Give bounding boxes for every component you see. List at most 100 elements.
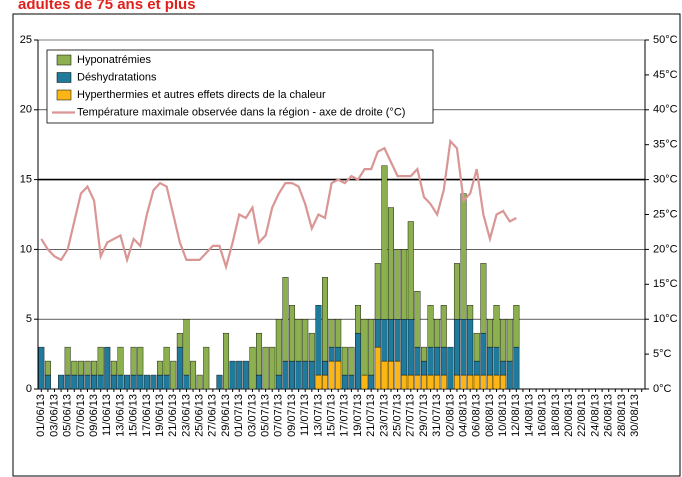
- bar-segment: [486, 319, 493, 348]
- bar-segment: [183, 374, 190, 390]
- y2-tick-label: 45°C: [653, 69, 678, 81]
- y2-tick-label: 0°C: [653, 383, 672, 395]
- bar-segment: [275, 374, 282, 390]
- x-tick-label: 11/06/13: [101, 394, 113, 436]
- y2-tick-label: 20°C: [653, 243, 678, 255]
- x-tick-label: 19/07/13: [352, 394, 364, 437]
- x-tick-label: 21/07/13: [365, 394, 377, 437]
- bar-segment: [401, 374, 408, 390]
- bar-segment: [460, 193, 467, 320]
- bar-segment: [493, 305, 500, 348]
- x-tick-label: 04/08/13: [457, 394, 469, 437]
- y2-tick-label: 15°C: [653, 278, 678, 290]
- bar-segment: [506, 319, 513, 362]
- x-tick-label: 06/08/13: [471, 394, 483, 437]
- bar-segment: [110, 360, 117, 376]
- bar-segment: [434, 346, 441, 376]
- bar-segment: [427, 346, 434, 376]
- bar-segment: [236, 360, 243, 390]
- bar-segment: [467, 319, 474, 376]
- y2-tick-label: 35°C: [653, 139, 678, 151]
- bar-segment: [295, 319, 302, 362]
- bar-segment: [420, 360, 427, 376]
- x-tick-label: 05/06/13: [62, 394, 74, 437]
- bar-segment: [434, 374, 441, 390]
- bar-segment: [58, 374, 65, 390]
- x-tick-label: 23/06/13: [180, 394, 192, 437]
- bar-segment: [493, 346, 500, 376]
- bar-segment: [328, 360, 335, 390]
- bar-segment: [97, 346, 104, 376]
- x-tick-label: 18/08/13: [550, 394, 562, 437]
- bar-segment: [242, 360, 249, 390]
- bar-segment: [275, 319, 282, 376]
- bar-segment: [170, 360, 177, 390]
- bar-segment: [335, 319, 342, 348]
- x-tick-label: 24/08/13: [589, 394, 601, 437]
- bar-segment: [500, 360, 507, 376]
- bar-segment: [77, 374, 84, 390]
- bar-segment: [256, 374, 263, 390]
- bar-segment: [44, 374, 51, 390]
- x-tick-label: 08/08/13: [484, 394, 496, 437]
- bar-segment: [163, 374, 170, 390]
- bar-segment: [394, 319, 401, 362]
- x-tick-label: 11/07/13: [299, 394, 311, 436]
- x-tick-label: 07/07/13: [273, 394, 285, 437]
- bar-segment: [269, 346, 276, 390]
- bar-segment: [117, 346, 124, 376]
- x-tick-label: 14/08/13: [523, 394, 535, 437]
- legend-swatch: [56, 89, 72, 101]
- bar-segment: [190, 360, 197, 390]
- bar-segment: [381, 360, 388, 390]
- legend-swatch: [56, 54, 72, 66]
- legend-box: [46, 49, 434, 124]
- x-tick-label: 29/06/13: [220, 394, 232, 437]
- bar-segment: [480, 263, 487, 334]
- bar-segment: [453, 319, 460, 376]
- legend-label: Température maximale observée dans la ré…: [77, 106, 405, 118]
- bar-segment: [341, 374, 348, 390]
- bar-segment: [493, 374, 500, 390]
- bar-segment: [374, 319, 381, 348]
- bar-segment: [71, 360, 78, 376]
- bar-segment: [322, 374, 329, 390]
- bar-segment: [91, 360, 98, 376]
- x-tick-label: 02/08/13: [444, 394, 456, 437]
- bar-segment: [150, 374, 157, 390]
- bar-segment: [203, 346, 210, 390]
- bar-segment: [486, 374, 493, 390]
- x-tick-label: 10/08/13: [497, 394, 509, 437]
- bar-segment: [38, 346, 45, 390]
- bar-segment: [420, 374, 427, 390]
- bar-segment: [486, 346, 493, 376]
- bar-segment: [473, 332, 480, 362]
- bar-segment: [381, 165, 388, 320]
- bar-segment: [460, 319, 467, 376]
- y-tick-label: 5: [26, 313, 32, 325]
- bar-segment: [387, 360, 394, 390]
- bar-segment: [91, 374, 98, 390]
- x-tick-label: 27/07/13: [405, 394, 417, 437]
- bar-segment: [196, 374, 203, 390]
- bar-segment: [302, 319, 309, 362]
- x-tick-label: 09/06/13: [88, 394, 100, 437]
- bar-segment: [506, 360, 513, 390]
- x-tick-label: 15/06/13: [128, 394, 140, 437]
- bar-segment: [453, 374, 460, 390]
- bar-segment: [289, 305, 296, 362]
- x-tick-label: 25/06/13: [194, 394, 206, 437]
- x-tick-label: 01/06/13: [35, 394, 47, 437]
- bar-segment: [183, 319, 190, 376]
- bar-segment: [163, 346, 170, 376]
- x-tick-label: 13/07/13: [312, 394, 324, 437]
- bar-segment: [480, 374, 487, 390]
- bar-segment: [130, 374, 137, 390]
- x-tick-label: 22/08/13: [576, 394, 588, 437]
- bar-segment: [460, 374, 467, 390]
- bar-segment: [500, 319, 507, 362]
- bar-segment: [387, 319, 394, 362]
- bar-segment: [322, 360, 329, 376]
- bar-segment: [315, 305, 322, 376]
- bar-segment: [394, 360, 401, 390]
